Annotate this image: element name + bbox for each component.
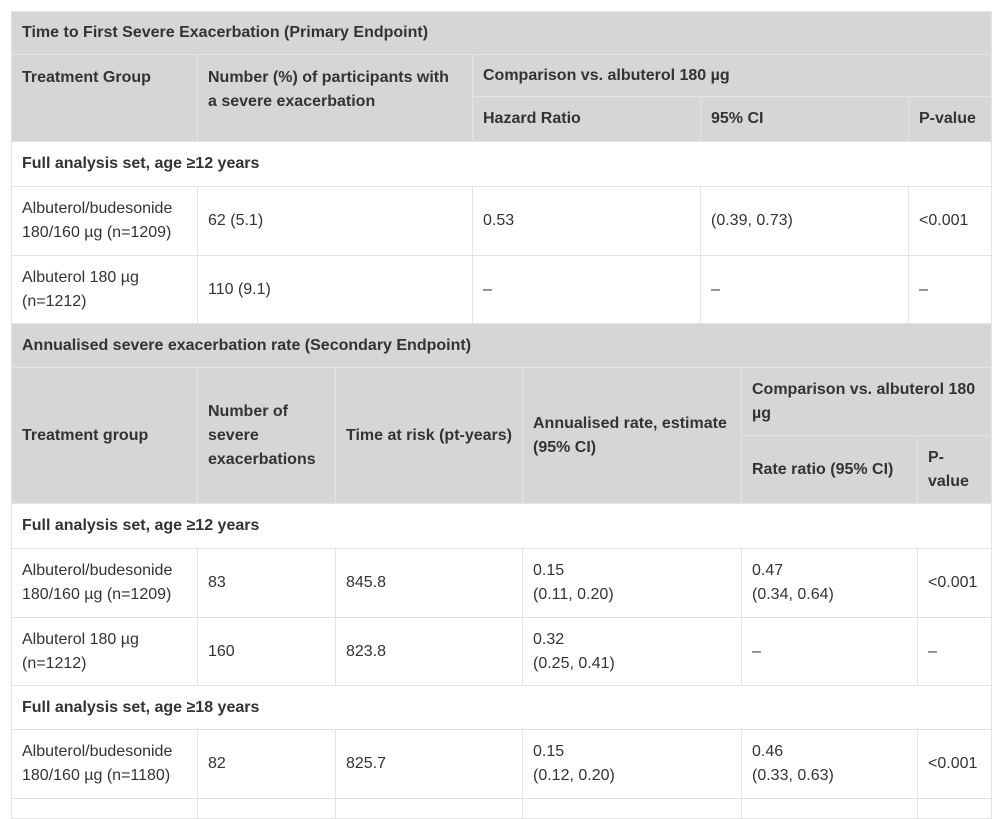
header-number-exacerbations: Number of severe exacerbations: [197, 367, 336, 504]
cell-hazard-ratio: 0.53: [472, 186, 701, 256]
table-row: Albuterol 180 µg (n=1212) 110 (9.1) – – …: [11, 255, 993, 324]
cell-pvalue: <0.001: [907, 186, 993, 256]
cell-group: [11, 798, 198, 819]
header-number-pct: Number (%) of participants with a severe…: [197, 54, 473, 142]
rate-ci: (0.11, 0.20): [533, 586, 614, 603]
cell-rate-ratio: [741, 798, 918, 819]
header-hazard-ratio: Hazard Ratio: [472, 96, 701, 142]
cell-rate-ratio: 0.46 (0.33, 0.63): [741, 729, 918, 799]
cell-group: Albuterol/budesonide 180/160 µg (n=1209): [11, 186, 198, 256]
cell-ci: –: [700, 255, 909, 324]
ratio-estimate: 0.47: [752, 562, 784, 579]
cell-number: 62 (5.1): [197, 186, 473, 256]
cell-rate: 0.15 (0.11, 0.20): [522, 548, 742, 618]
cell-rate: 0.15 (0.12, 0.20): [522, 729, 742, 799]
header-annualised-rate: Annualised rate, estimate (95% CI): [522, 367, 742, 504]
header-pvalue: P-value: [907, 96, 993, 142]
cell-hazard-ratio: –: [472, 255, 701, 324]
rate-estimate: 0.32: [533, 630, 565, 648]
header-rate-ratio: Rate ratio (95% CI): [741, 435, 918, 504]
cell-time: 825.7: [335, 729, 523, 799]
rate-estimate: 0.15: [533, 743, 565, 760]
cell-time: 823.8: [335, 617, 523, 686]
rate-estimate: 0.15: [533, 562, 565, 579]
cell-pvalue: <0.001: [916, 729, 993, 799]
cell-time: [335, 798, 523, 819]
cell-group: Albuterol 180 µg (n=1212): [11, 617, 198, 686]
cell-number: 83: [197, 548, 336, 618]
header-comparison: Comparison vs. albuterol 180 µg: [740, 367, 993, 436]
table-row: [11, 798, 993, 819]
cell-pvalue: [916, 798, 993, 819]
primary-title: Time to First Severe Exacerbation (Prima…: [10, 11, 993, 55]
section-label: Full analysis set, age ≥12 years: [10, 503, 993, 549]
cell-number: 160: [197, 617, 336, 686]
cell-rate-ratio: –: [741, 617, 918, 686]
cell-group: Albuterol/budesonide 180/160 µg (n=1180): [11, 729, 198, 799]
primary-endpoint-table: Time to First Severe Exacerbation (Prima…: [10, 11, 993, 324]
ratio-ci: (0.33, 0.63): [752, 767, 834, 784]
secondary-endpoint-table: Annualised severe exacerbation rate (Sec…: [10, 323, 993, 819]
cell-time: 845.8: [335, 548, 523, 618]
section-label: Full analysis set, age ≥12 years: [10, 141, 993, 187]
cell-ci: (0.39, 0.73): [700, 186, 909, 256]
table-row: Albuterol/budesonide 180/160 µg (n=1180)…: [11, 729, 993, 799]
table-row: Albuterol 180 µg (n=1212) 160 823.8 0.32…: [11, 617, 993, 686]
header-time-at-risk: Time at risk (pt-years): [335, 367, 523, 504]
header-treatment-group: Treatment group: [11, 367, 198, 504]
table-row: Albuterol/budesonide 180/160 µg (n=1209)…: [11, 548, 993, 618]
cell-group: Albuterol 180 µg (n=1212): [11, 255, 198, 324]
ratio-ci: (0.34, 0.64): [752, 586, 834, 603]
header-pvalue: P-value: [916, 435, 993, 504]
cell-pvalue: <0.001: [916, 548, 993, 618]
header-treatment-group: Treatment Group: [11, 54, 198, 142]
header-ci: 95% CI: [700, 96, 909, 142]
cell-rate: 0.32 (0.25, 0.41): [522, 617, 742, 686]
cell-pvalue: –: [916, 617, 993, 686]
rate-ci: (0.12, 0.20): [533, 767, 615, 784]
header-comparison: Comparison vs. albuterol 180 µg: [471, 54, 993, 97]
cell-rate-ratio: 0.47 (0.34, 0.64): [741, 548, 918, 618]
cell-rate: [522, 798, 742, 819]
cell-pvalue: –: [907, 255, 993, 324]
secondary-title: Annualised severe exacerbation rate (Sec…: [10, 323, 993, 368]
rate-ci: (0.25, 0.41): [533, 654, 615, 672]
table-row: Albuterol/budesonide 180/160 µg (n=1209)…: [11, 186, 993, 256]
cell-number: 82: [197, 729, 336, 799]
section-label: Full analysis set, age ≥18 years: [10, 685, 993, 730]
cell-number: 110 (9.1): [197, 255, 473, 324]
cell-number: [197, 798, 336, 819]
cell-group: Albuterol/budesonide 180/160 µg (n=1209): [11, 548, 198, 618]
ratio-estimate: 0.46: [752, 743, 784, 760]
